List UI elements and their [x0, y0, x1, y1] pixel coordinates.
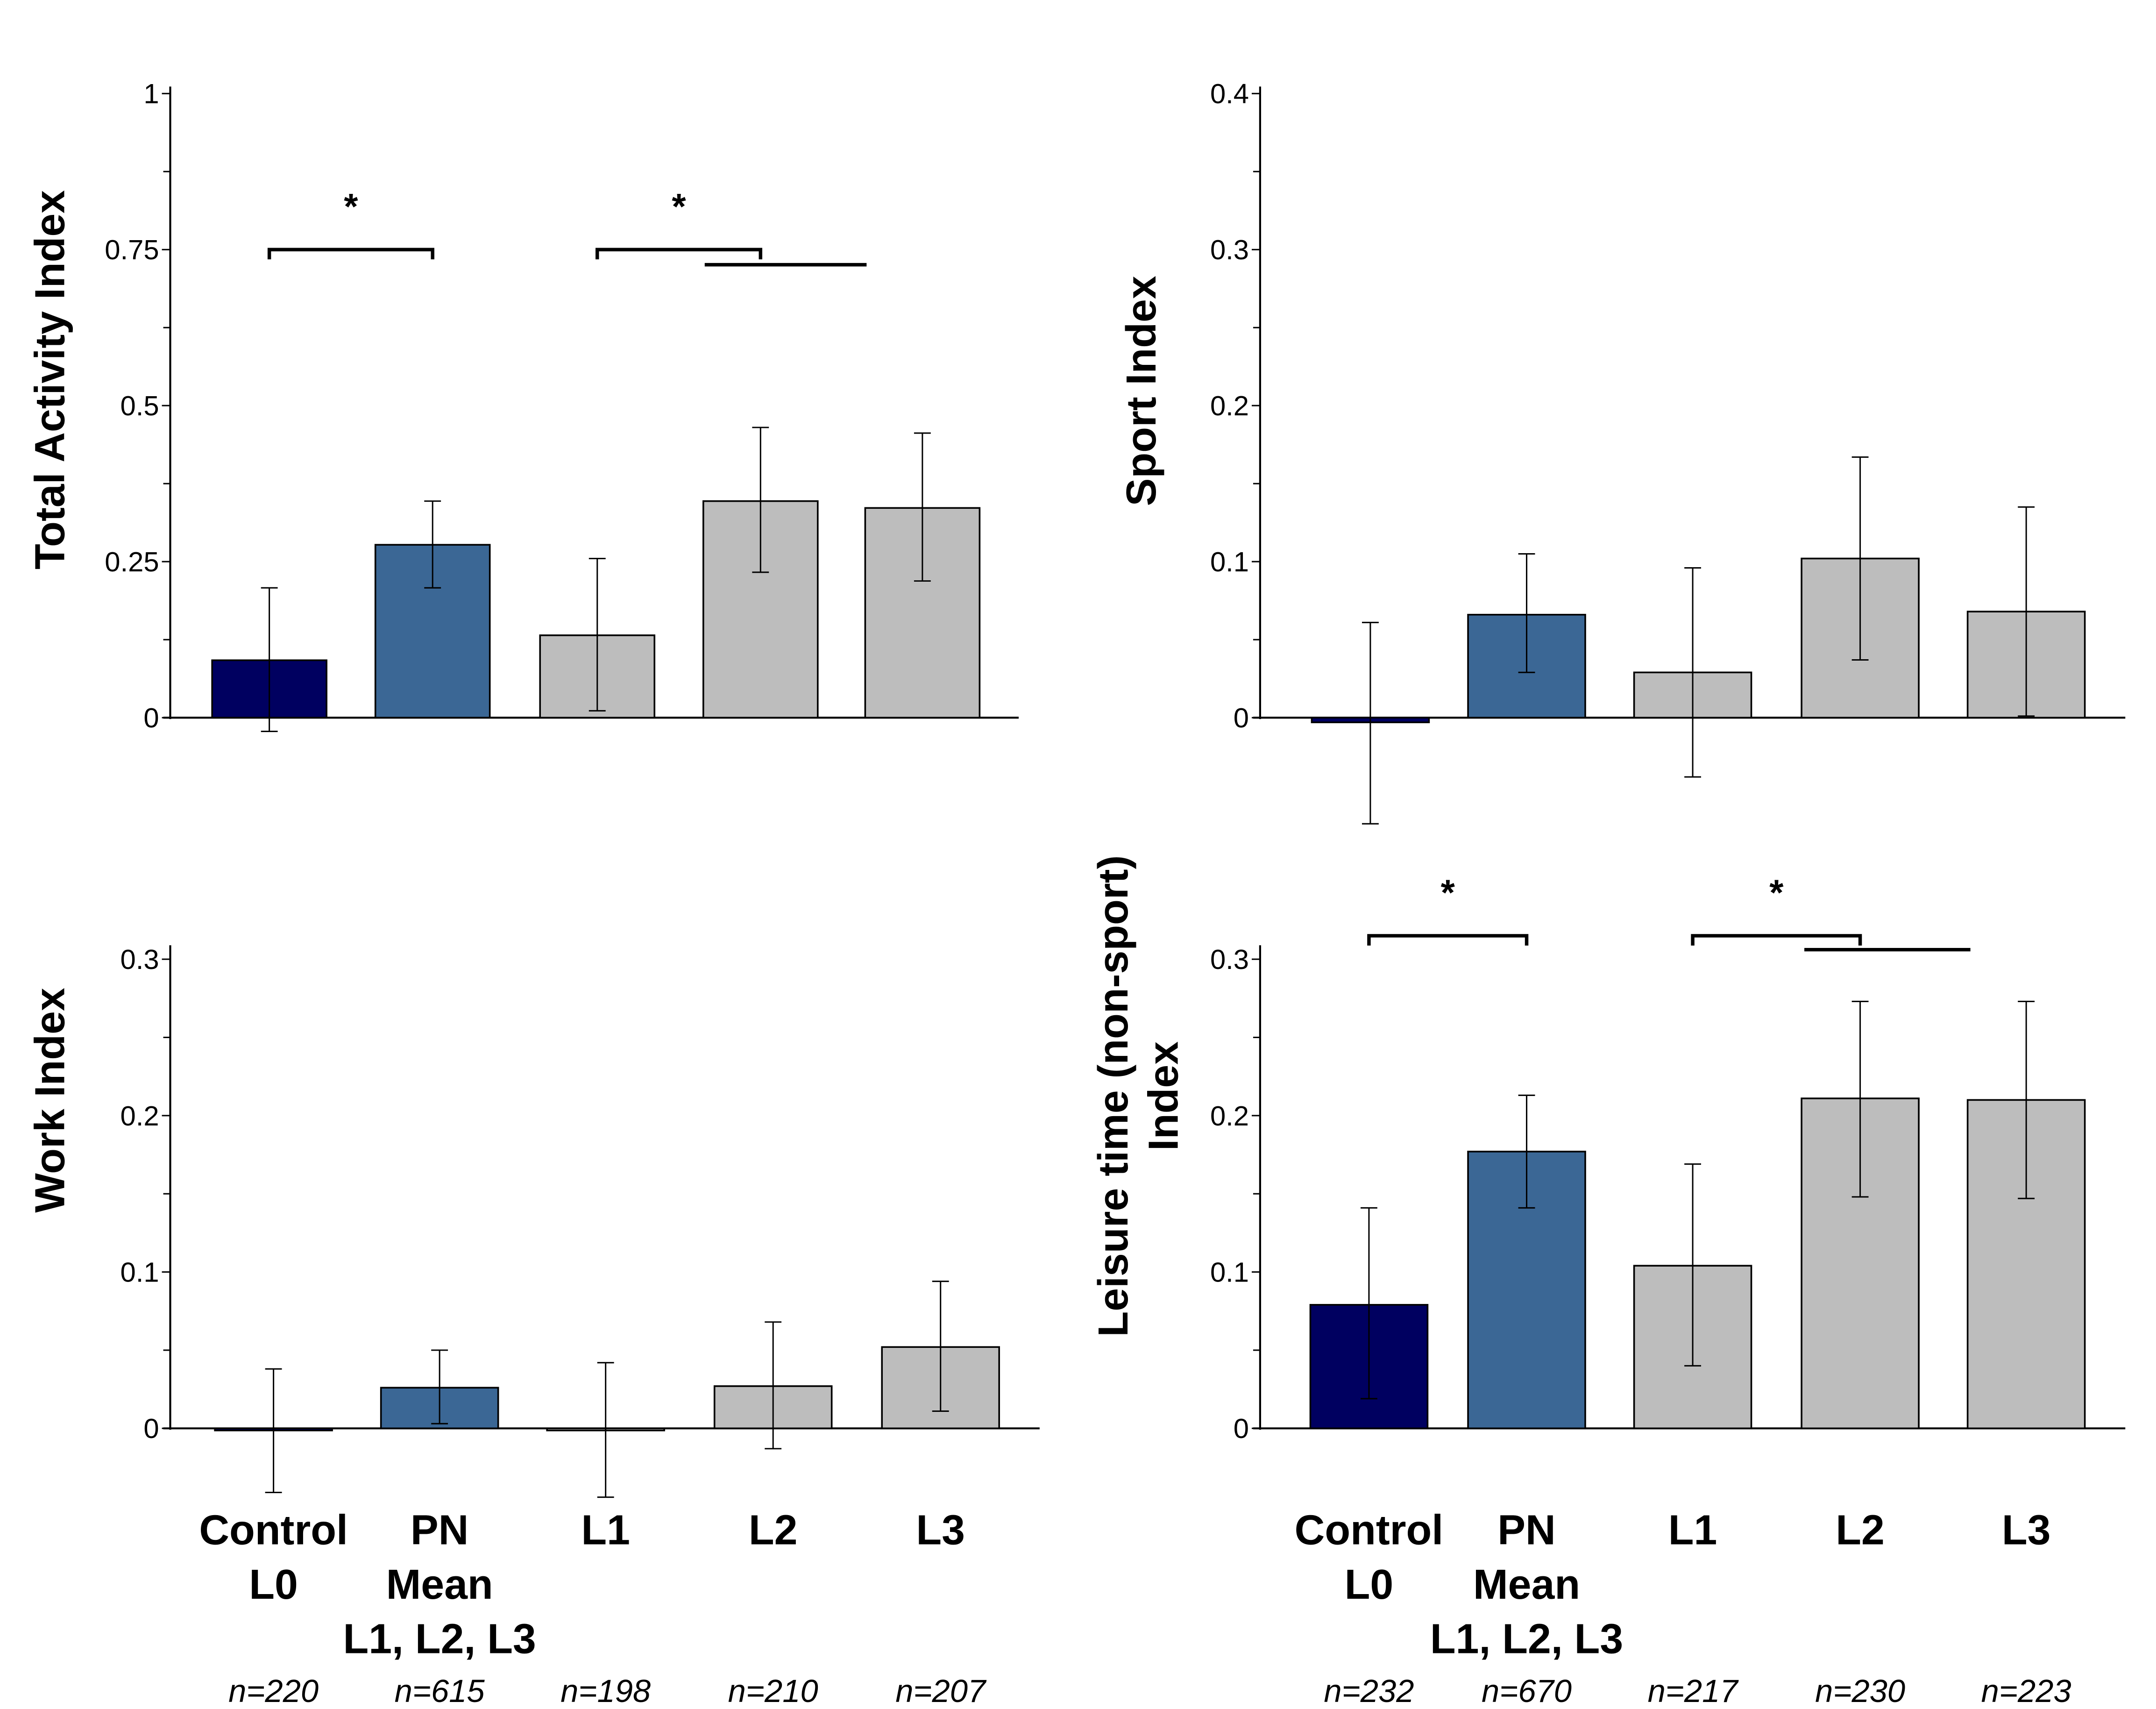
sample-size-label: n=207 [895, 1673, 987, 1709]
y-axis-label: Leisure time (non-sport) Index [1090, 855, 1187, 1337]
sample-size-label: n=198 [560, 1673, 651, 1709]
panel-sport: 0 0.1 0.2 0.3 0.4 Sport Index [1118, 78, 2126, 825]
y-tick-label: 0.2 [1210, 1100, 1249, 1132]
significance-bracket [267, 248, 434, 260]
y-tick-label: 0.3 [1210, 234, 1249, 265]
y-tick-label: 1 [143, 78, 159, 109]
sample-size-label: n=217 [1648, 1673, 1739, 1709]
y-axis-label-line: Leisure time (non-sport) [1090, 855, 1136, 1337]
x-category-label: L1 [1668, 1506, 1717, 1553]
significance-star: * [1769, 873, 1784, 913]
y-tick-label: 0.3 [121, 944, 159, 975]
sample-size-label: n=230 [1815, 1673, 1905, 1709]
y-axis-label-line: Sport Index [1118, 276, 1164, 506]
significance-bracket [1367, 934, 1529, 946]
y-tick-label: 0.1 [1210, 546, 1249, 577]
x-category-label: L3 [2002, 1506, 2051, 1553]
y-axis-label: Work Index [26, 988, 73, 1213]
x-category-label: L2 [1836, 1506, 1885, 1553]
x-category-label: L2 [749, 1506, 798, 1553]
x-category-label: PN [411, 1506, 468, 1553]
y-axis-label: Total Activity Index [26, 190, 73, 570]
panel-leisure: 0 0.1 0.2 0.3 Leisure time (non-sport) Index *… [1090, 855, 2126, 1709]
sample-size-label: n=223 [1981, 1673, 2071, 1709]
significance-bracket [1691, 934, 1862, 946]
y-tick-label: 0 [1234, 702, 1249, 733]
sample-size-label: n=670 [1482, 1673, 1572, 1709]
bar-3 [702, 500, 819, 719]
y-tick-label: 0.3 [1210, 944, 1249, 975]
y-axis-label-line: Work Index [26, 988, 73, 1213]
y-tick-label: 0.25 [105, 546, 159, 577]
y-tick-label: 0.75 [105, 234, 159, 265]
x-category-label: L1, L2, L3 [343, 1615, 536, 1662]
panel-total-activity: 0 0.25 0.5 0.75 1 Total Activity Index * * [26, 78, 1019, 733]
y-tick-label: 0.1 [121, 1256, 159, 1288]
x-category-label: L1, L2, L3 [1430, 1615, 1623, 1662]
y-axis-label-line: Total Activity Index [26, 190, 73, 570]
x-category-label: Mean [1473, 1561, 1580, 1608]
bar-3 [1801, 1097, 1920, 1430]
significance-star: * [672, 186, 686, 227]
x-category-label: L3 [916, 1506, 965, 1553]
panel-work: 0 0.1 0.2 0.3 Work Index Control L0 PN Mean L1, L… [26, 944, 1040, 1709]
x-category-label: Control [199, 1506, 348, 1553]
significance-bracket [596, 248, 763, 260]
x-category-label: L0 [249, 1561, 298, 1608]
sample-size-label: n=210 [728, 1673, 818, 1709]
sample-size-label: n=615 [395, 1673, 485, 1709]
y-tick-label: 0 [1234, 1413, 1249, 1444]
y-tick-label: 0 [143, 702, 159, 733]
significance-star: * [344, 186, 358, 227]
y-tick-label: 0.2 [1210, 390, 1249, 421]
x-category-label: L1 [581, 1506, 630, 1553]
x-category-label: Control [1295, 1506, 1444, 1553]
x-category-label: Mean [386, 1561, 493, 1608]
sample-size-label: n=232 [1324, 1673, 1414, 1709]
y-axis-label-line: Index [1140, 1041, 1187, 1151]
sample-size-label: n=220 [228, 1673, 319, 1709]
y-tick-label: 0.2 [121, 1100, 159, 1132]
y-axis-label: Sport Index [1118, 276, 1164, 506]
x-category-label: L0 [1345, 1561, 1394, 1608]
y-tick-label: 0.5 [121, 390, 159, 421]
y-tick-label: 0 [143, 1413, 159, 1444]
y-tick-label: 0.1 [1210, 1256, 1249, 1288]
significance-star: * [1441, 873, 1455, 913]
x-category-label: PN [1497, 1506, 1555, 1553]
y-tick-label: 0.4 [1210, 78, 1249, 109]
